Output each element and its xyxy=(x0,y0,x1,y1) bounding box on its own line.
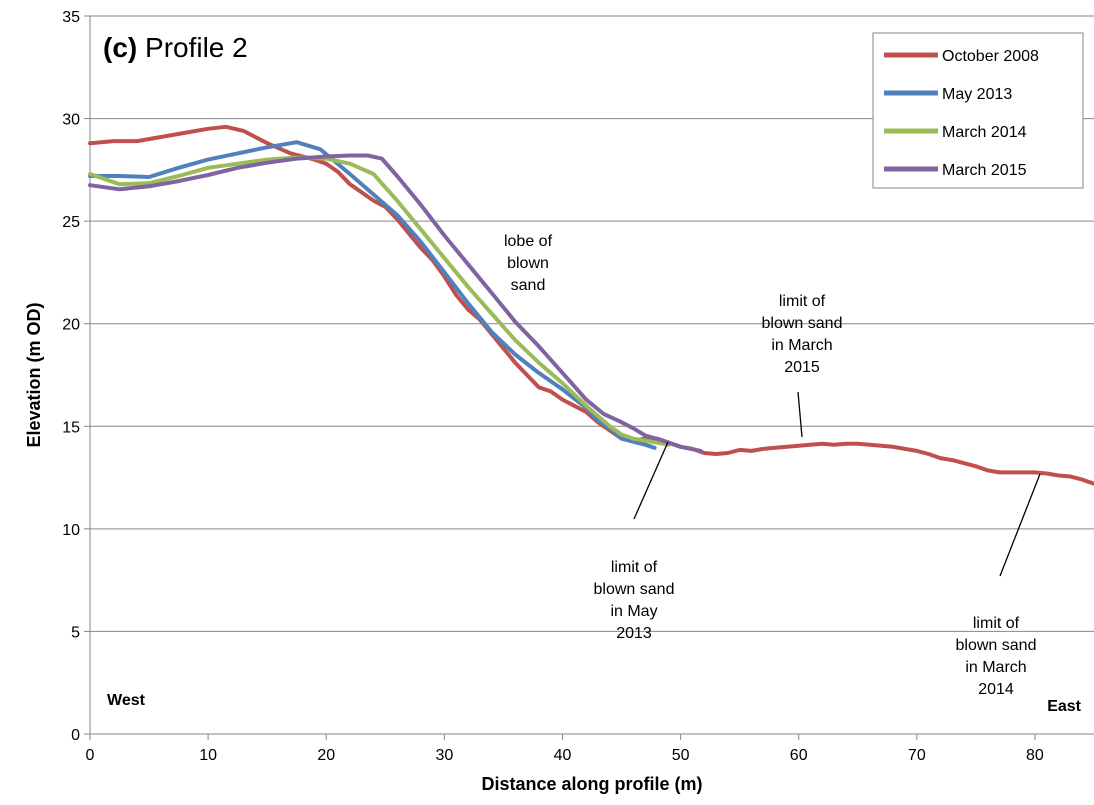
annotation-text: 2015 xyxy=(784,359,820,376)
annotation-text: limit of xyxy=(973,615,1020,632)
annotation-leader-line xyxy=(633,441,669,520)
chart-title-letter: (c) xyxy=(103,32,137,63)
annotation-text: in March xyxy=(965,659,1026,676)
annotation-leader-line xyxy=(999,473,1041,577)
annotation-text: blown xyxy=(507,255,549,272)
annotation-text: 2014 xyxy=(978,681,1014,698)
west-label: West xyxy=(107,692,146,709)
x-tick-label: 20 xyxy=(317,747,335,764)
annotation-text: in May xyxy=(610,603,657,620)
x-tick-label: 50 xyxy=(672,747,690,764)
east-label: East xyxy=(1047,698,1081,715)
y-tick-label: 30 xyxy=(62,112,80,129)
y-tick-label: 15 xyxy=(62,419,80,436)
legend-label: May 2013 xyxy=(942,86,1012,103)
series-line-3 xyxy=(88,155,671,447)
y-tick-label: 5 xyxy=(71,624,80,641)
x-tick-label: 70 xyxy=(908,747,926,764)
x-tick-label: 10 xyxy=(199,747,217,764)
annotation-text: blown sand xyxy=(594,581,675,598)
legend-box xyxy=(872,32,1084,189)
x-tick-label: 0 xyxy=(86,747,95,764)
legend-label: March 2015 xyxy=(942,162,1027,179)
chart-title: (c) Profile 2 xyxy=(103,32,248,63)
annotation-text: lobe of xyxy=(504,233,553,250)
y-axis-title: Elevation (m OD) xyxy=(24,302,44,447)
legend-label: March 2014 xyxy=(942,124,1027,141)
y-tick-label: 35 xyxy=(62,9,80,26)
legend-label: October 2008 xyxy=(942,48,1039,65)
annotation-text: 2013 xyxy=(616,625,652,642)
y-tick-label: 20 xyxy=(62,317,80,334)
annotation-text: blown sand xyxy=(956,637,1037,654)
x-axis-title: Distance along profile (m) xyxy=(481,774,702,794)
annotation-text: limit of xyxy=(611,559,658,576)
annotation-text: limit of xyxy=(779,293,826,310)
x-tick-label: 30 xyxy=(435,747,453,764)
x-tick-label: 80 xyxy=(1026,747,1044,764)
annotation-text: in March xyxy=(771,337,832,354)
chart-title-text: Profile 2 xyxy=(137,32,248,63)
annotation-leader-line xyxy=(797,391,803,438)
annotation-text: blown sand xyxy=(762,315,843,332)
x-tick-label: 60 xyxy=(790,747,808,764)
y-tick-label: 10 xyxy=(62,522,80,539)
x-tick-label: 40 xyxy=(554,747,572,764)
series-line-4 xyxy=(88,153,703,453)
annotation-text: sand xyxy=(511,277,546,294)
y-tick-label: 25 xyxy=(62,214,80,231)
y-tick-label: 0 xyxy=(71,727,80,744)
